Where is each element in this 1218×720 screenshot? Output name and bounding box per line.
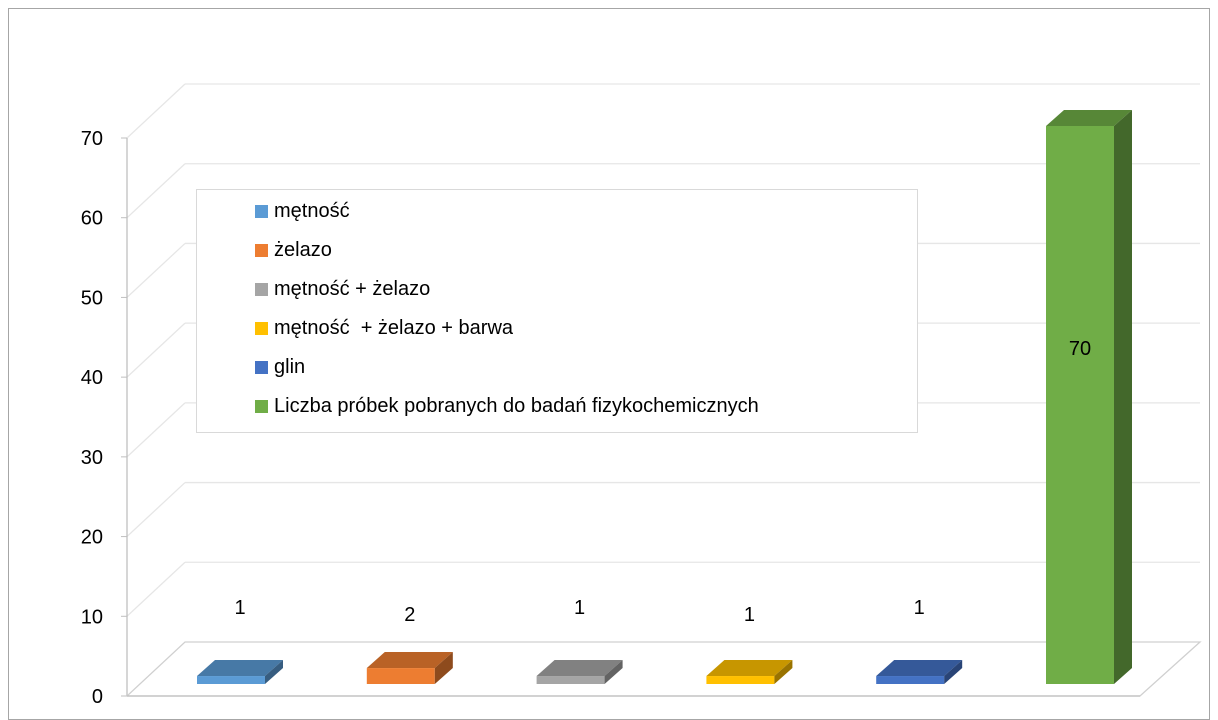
axes: 0 10 20 30 40 50 60 70 [81, 128, 1202, 708]
gridline-side [126, 561, 186, 617]
legend-label: mętność + żelazo + barwa [274, 316, 514, 339]
legend-item: mętność + żelazo [255, 274, 430, 304]
legend-label: mętność [274, 199, 350, 222]
bar-side [774, 660, 793, 684]
legend-swatch [255, 204, 268, 218]
bar-side [434, 652, 453, 684]
bar-front [706, 676, 775, 684]
bar-top [366, 652, 453, 669]
bar-side [944, 660, 963, 684]
data-label: 1 [574, 597, 585, 619]
gridline-side [126, 482, 186, 538]
bar [536, 660, 623, 684]
bar-front [536, 676, 605, 684]
legend: mętność żelazo mętność + żelazo mętność + ż… [196, 189, 918, 433]
bar-side [1114, 110, 1132, 684]
legend-label: żelazo [274, 238, 332, 261]
legend-item: mętność + żelazo + barwa [255, 313, 513, 343]
bar-top [197, 660, 283, 677]
data-label: 70 [1069, 338, 1091, 360]
data-label: 1 [234, 597, 245, 619]
bar-front [366, 668, 435, 684]
y-tick-label: 0 [92, 686, 103, 708]
legend-item: Liczba próbek pobranych do badań fizykoc… [255, 391, 759, 421]
y-tick-label: 60 [81, 208, 103, 230]
bar-top [1046, 110, 1132, 126]
legend-swatch [255, 321, 268, 335]
legend-item: żelazo [255, 235, 332, 265]
floor [126, 641, 1202, 697]
bar-side [265, 660, 283, 684]
bar-front [1046, 126, 1114, 684]
bar [366, 652, 453, 684]
bar [1046, 110, 1132, 684]
y-tick-label: 30 [81, 447, 103, 469]
bar-top [536, 660, 623, 677]
bar-side [604, 660, 623, 684]
data-label: 2 [404, 604, 415, 626]
data-labels: 1 2 1 1 1 70 [234, 338, 1091, 626]
gridline-side [126, 242, 186, 298]
legend-swatch [255, 399, 268, 413]
legend-swatch [255, 243, 268, 257]
bars [197, 110, 1132, 684]
gridline-side [126, 322, 186, 378]
legend-label: Liczba próbek pobranych do badań fizykoc… [274, 394, 759, 417]
data-label: 1 [914, 597, 925, 619]
bar-top [876, 660, 963, 677]
legend-label: glin [274, 355, 306, 378]
bar-front [876, 676, 945, 684]
y-tick-label: 20 [81, 527, 103, 549]
legend-item: mętność [255, 196, 350, 226]
bar [706, 660, 793, 684]
y-tick-label: 70 [81, 128, 103, 150]
gridline-side [126, 83, 186, 139]
y-tick-label: 10 [81, 606, 103, 628]
gridline-side [126, 163, 186, 219]
legend-swatch [255, 282, 268, 296]
legend-label: mętność + żelazo [274, 277, 431, 300]
bar-front [197, 676, 265, 684]
y-tick-label: 40 [81, 367, 103, 389]
y-tick-label: 50 [81, 287, 103, 309]
bar [197, 660, 283, 684]
data-label: 1 [744, 604, 755, 626]
gridline-side [126, 402, 186, 458]
bar [876, 660, 963, 684]
bar-top [706, 660, 793, 677]
legend-item: glin [255, 352, 305, 382]
legend-swatch [255, 360, 268, 374]
